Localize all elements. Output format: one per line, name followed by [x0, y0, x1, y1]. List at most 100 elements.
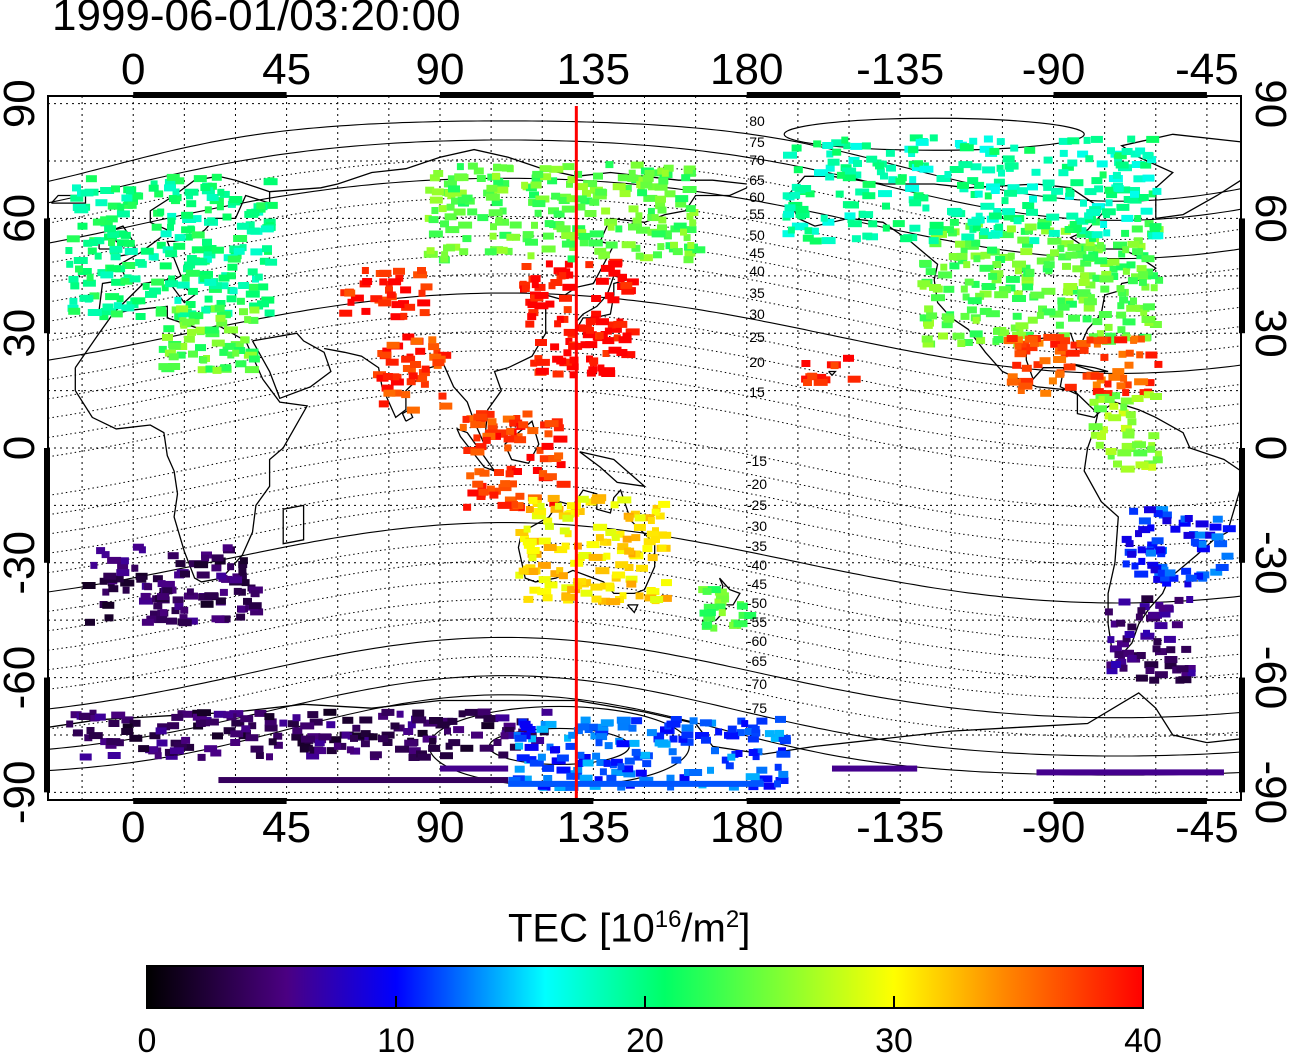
- tec-cell: [744, 612, 757, 619]
- tec-cell: [558, 197, 570, 204]
- tec-cell: [538, 537, 551, 545]
- tec-cell: [535, 358, 550, 366]
- tec-cell: [85, 618, 95, 626]
- tec-cell: [711, 747, 719, 755]
- tec-cell: [487, 423, 498, 431]
- x-tick-label-bottom: 45: [262, 803, 311, 852]
- tec-cell: [165, 250, 178, 258]
- tec-cell: [505, 470, 514, 478]
- tec-cell: [132, 543, 144, 551]
- tec-cell: [266, 753, 273, 761]
- y-tick-label-left: 60: [0, 194, 44, 243]
- tec-cell: [96, 547, 106, 555]
- tec-cell: [151, 253, 159, 261]
- tec-cell: [683, 234, 691, 242]
- tec-cell: [544, 430, 553, 438]
- tec-cell: [969, 137, 978, 145]
- tec-cell: [616, 740, 630, 748]
- tec-cell: [646, 729, 657, 737]
- tec-cell: [1131, 562, 1139, 570]
- tec-cell: [628, 223, 642, 231]
- tec-cell: [531, 512, 546, 520]
- tec-cell: [1100, 353, 1109, 361]
- tec-cell: [216, 311, 231, 319]
- tec-cell: [1061, 163, 1074, 171]
- x-tick-label-top: 45: [262, 45, 311, 94]
- tec-cell: [501, 164, 513, 172]
- tec-cell: [157, 208, 165, 216]
- tec-cell: [813, 378, 828, 386]
- tec-cell: [554, 320, 562, 328]
- axis-bar-bottom: [133, 798, 287, 804]
- tec-cell: [669, 735, 678, 743]
- tec-cell: [745, 728, 756, 735]
- tec-cell: [1050, 249, 1059, 257]
- tec-cell: [543, 473, 557, 481]
- tec-cell: [438, 351, 452, 359]
- tec-cell: [390, 378, 404, 386]
- tec-cell: [624, 564, 634, 571]
- tec-cell: [467, 489, 482, 497]
- tec-cell: [459, 248, 469, 256]
- tec-cell: [203, 305, 217, 313]
- tec-cell: [728, 783, 739, 791]
- tec-cell: [905, 184, 920, 192]
- colorbar-tick-label: 20: [626, 1022, 664, 1057]
- tec-cell: [914, 194, 929, 202]
- tec-cell: [466, 472, 475, 480]
- tec-cell: [230, 730, 244, 738]
- tec-cell: [596, 332, 604, 340]
- tec-cell: [684, 249, 696, 257]
- tec-cell: [727, 725, 737, 733]
- tec-cell: [826, 150, 834, 158]
- contour-label: -60: [747, 633, 767, 649]
- tec-cell: [529, 586, 541, 594]
- y-tick-label-left: 90: [0, 79, 44, 128]
- tec-cell: [678, 735, 688, 743]
- tec-cell: [1020, 340, 1030, 348]
- tec-cell: [530, 181, 542, 189]
- tec-cell: [562, 283, 577, 291]
- tec-cell: [532, 170, 544, 178]
- axis-ticks: [44, 92, 1245, 804]
- tec-cell: [630, 161, 644, 169]
- tec-cell: [1063, 363, 1076, 371]
- tec-cell: [673, 222, 687, 230]
- tec-cell: [851, 235, 861, 243]
- tec-cell: [579, 239, 589, 247]
- tec-cell: [193, 175, 207, 183]
- tec-cell: [547, 494, 560, 502]
- tec-cell: [420, 380, 429, 388]
- tec-cell: [1125, 540, 1134, 548]
- axis-bar-bottom: [746, 798, 901, 804]
- tec-cell: [1107, 147, 1115, 155]
- tec-cell: [463, 447, 477, 454]
- tec-cell: [138, 745, 150, 753]
- tec-cell: [683, 256, 694, 264]
- tec-cell: [1022, 240, 1033, 248]
- tec-cell: [233, 247, 245, 255]
- tec-cell: [175, 177, 185, 185]
- tec-cell: [703, 614, 716, 622]
- tec-cell: [631, 717, 643, 725]
- tec-cell: [993, 208, 1002, 215]
- tec-cell: [1064, 226, 1078, 233]
- tec-cell: [111, 278, 126, 286]
- tec-cell: [534, 508, 547, 515]
- tec-cell: [1149, 676, 1160, 684]
- tec-cell: [1043, 156, 1053, 164]
- tec-cell: [531, 281, 539, 289]
- tec-cell: [168, 275, 176, 283]
- tec-cell: [963, 261, 971, 269]
- tec-cell: [653, 251, 662, 259]
- tec-cell: [1021, 264, 1031, 272]
- tec-cell: [386, 341, 400, 349]
- tec-cell: [244, 316, 252, 324]
- tec-cell: [928, 237, 939, 245]
- tec-cell: [1046, 213, 1060, 221]
- tec-cell: [492, 172, 500, 180]
- tec-cell: [590, 583, 603, 591]
- tec-cell: [216, 319, 228, 327]
- tec-cell: [775, 729, 784, 737]
- tec-cell: [212, 732, 223, 740]
